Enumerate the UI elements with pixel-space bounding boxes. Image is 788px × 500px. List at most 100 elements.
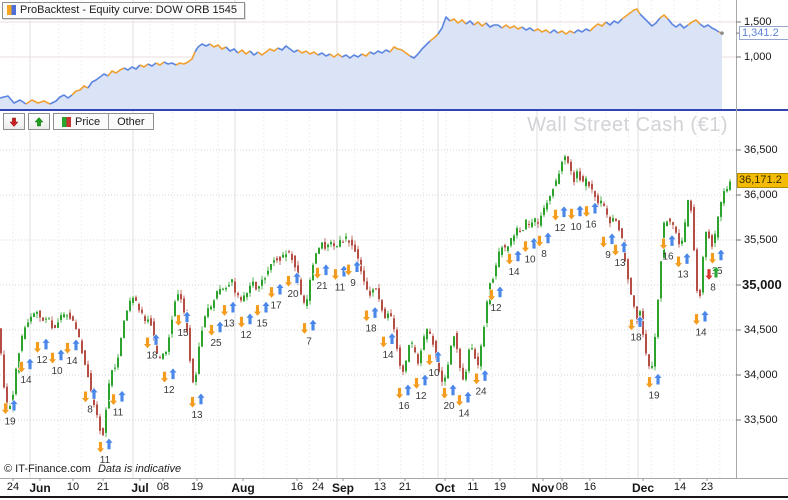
- trade-marker: 18: [142, 333, 161, 362]
- equity-y-tick-label: 1,500: [744, 16, 772, 28]
- trade-marker: 16: [394, 383, 413, 412]
- x-axis-day-label: 08: [555, 481, 569, 493]
- trade-marker: 14: [454, 390, 473, 419]
- trade-marker: 10: [47, 348, 66, 377]
- tab-other-label: Other: [117, 115, 145, 128]
- trade-points-label: 14: [20, 375, 32, 386]
- trade-marker: 8: [80, 387, 99, 416]
- trade-points-label: 25: [210, 338, 222, 349]
- x-axis-month-label: Nov: [531, 481, 555, 495]
- price-y-tick-label: 35,500: [744, 234, 778, 246]
- trade-marker: 16: [658, 234, 677, 263]
- price-y-tick-label: 34,000: [744, 369, 778, 381]
- equity-last-value-badge: 1,341.2: [739, 26, 788, 40]
- x-axis-day-label: 21: [96, 481, 110, 493]
- trade-marker: 14: [16, 357, 35, 386]
- x-axis-month-label: Jun: [29, 481, 51, 495]
- x-axis-day-label: 10: [66, 481, 80, 493]
- x-axis-day-label: 19: [493, 481, 507, 493]
- x-axis-day-label: 16: [583, 481, 597, 493]
- trade-marker: 18: [361, 306, 380, 335]
- trade-marker: 18: [626, 315, 645, 344]
- trade-marker: 16: [581, 201, 600, 230]
- trade-marker: 13: [187, 392, 206, 421]
- trade-points-label: 21: [316, 281, 328, 292]
- trade-marker: 14: [504, 249, 523, 278]
- x-axis-month-label: Aug: [231, 481, 255, 495]
- trade-points-label: 13: [677, 270, 689, 281]
- trade-points-label: 12: [163, 385, 175, 396]
- trade-marker: 15: [173, 310, 192, 339]
- trade-points-label: 17: [270, 300, 282, 311]
- x-axis-day-label: 23: [700, 481, 714, 493]
- trade-marker: 12: [411, 373, 430, 402]
- trade-marker: 11: [95, 437, 114, 466]
- trade-marker: 19: [0, 398, 19, 427]
- trade-points-label: 8: [541, 249, 547, 260]
- trade-points-label: 16: [398, 401, 410, 412]
- x-axis-day-label: 08: [156, 481, 170, 493]
- candlestick-icon: [62, 116, 71, 127]
- equity-y-tick-label: 1,000: [744, 51, 772, 63]
- tab-price-label: Price: [75, 115, 101, 128]
- trade-points-label: 20: [443, 401, 455, 412]
- trade-marker: 14: [691, 309, 710, 338]
- equity-title: ProBacktest - Equity curve: DOW ORB 1545: [20, 4, 238, 16]
- trade-points-label: 12: [415, 391, 427, 402]
- trade-marker: 19: [644, 372, 663, 401]
- trade-points-label: 15: [256, 318, 268, 329]
- trade-marker: 12: [236, 312, 255, 341]
- trade-points-label: 14: [508, 267, 520, 278]
- trade-points-label: 10: [570, 222, 582, 233]
- trade-marker: 14: [62, 338, 81, 367]
- buy-arrow-button[interactable]: [28, 113, 50, 130]
- trade-points-label: 19: [4, 416, 16, 427]
- instrument-watermark: Wall Street Cash (€1): [527, 114, 728, 136]
- x-axis-month-label: Dec: [631, 481, 655, 495]
- trade-points-label: 10: [524, 254, 536, 265]
- indicative-note: Data is indicative: [97, 463, 182, 475]
- trade-marker: 12: [486, 285, 505, 314]
- bottom-border: [0, 496, 788, 498]
- trade-marker: 12: [159, 367, 178, 396]
- trade-marker: 7: [299, 318, 318, 347]
- open-position-marker: 8: [704, 265, 721, 293]
- trade-marker: 15: [252, 300, 271, 329]
- trade-marker: 11: [330, 264, 349, 293]
- trade-points-label: 14: [458, 408, 470, 419]
- trade-marker: 21: [312, 263, 331, 292]
- tab-price[interactable]: Price: [54, 114, 108, 129]
- trade-points-label: 14: [695, 327, 707, 338]
- x-axis-day-label: 14: [673, 481, 687, 493]
- x-axis-day-label: 24: [6, 481, 20, 493]
- sell-arrow-button[interactable]: [3, 113, 25, 130]
- trade-marker: 10: [566, 204, 585, 233]
- equity-curve: [0, 8, 724, 109]
- trade-points-label: 11: [113, 407, 124, 418]
- trade-points-label: 14: [382, 350, 394, 361]
- trade-marker: 24: [471, 369, 490, 398]
- trade-marker: 9: [343, 260, 362, 289]
- trade-points-label: 13: [614, 258, 626, 269]
- trade-marker: 12: [32, 337, 51, 366]
- trade-points-label: 14: [66, 356, 78, 367]
- trade-marker: 25: [206, 320, 225, 349]
- price-y-tick-label: 33,500: [744, 414, 778, 426]
- trade-marker: 11: [108, 389, 127, 418]
- price-y-tick-label: 35,000: [742, 277, 782, 292]
- trade-points-label: 12: [490, 303, 502, 314]
- x-axis-month-label: Jul: [131, 481, 149, 495]
- price-y-tick-label: 34,500: [744, 324, 778, 336]
- trade-marker: 10: [424, 350, 443, 379]
- trade-points-label: 19: [648, 390, 660, 401]
- trade-points-label: 11: [335, 282, 346, 293]
- trade-marker: 13: [219, 300, 238, 329]
- trade-points-label: 9: [605, 250, 611, 261]
- trade-points-label: 16: [585, 219, 597, 230]
- x-axis-day-label: 11: [467, 481, 479, 493]
- trade-marker: 9: [598, 232, 617, 261]
- tab-other[interactable]: Other: [108, 114, 153, 129]
- trade-marker: 20: [439, 383, 458, 412]
- equity-title-box[interactable]: ProBacktest - Equity curve: DOW ORB 1545: [2, 2, 246, 19]
